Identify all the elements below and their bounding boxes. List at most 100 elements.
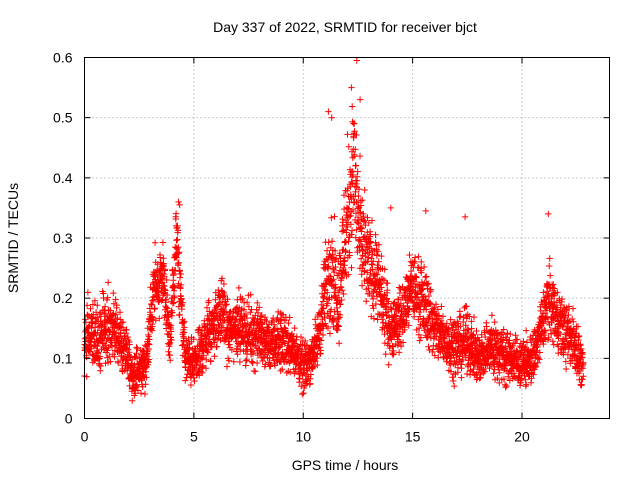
data-point [170, 287, 178, 294]
data-point [315, 330, 323, 337]
data-point [345, 238, 352, 245]
data-point [252, 368, 259, 375]
data-point [129, 397, 136, 404]
data-point [413, 274, 420, 281]
data-point [104, 294, 111, 301]
data-point [499, 342, 506, 350]
data-point [467, 361, 474, 368]
data-point [327, 312, 334, 319]
data-point [532, 364, 539, 371]
data-point [215, 301, 222, 308]
data-point [124, 333, 131, 341]
y-tick-label: 0 [65, 411, 73, 427]
data-point [410, 313, 418, 320]
data-point [244, 320, 251, 328]
data-point [570, 318, 577, 325]
data-point [299, 390, 306, 398]
data-point [350, 120, 357, 127]
data-point [335, 323, 342, 330]
data-point [478, 331, 485, 338]
data-point [104, 347, 111, 354]
data-point [506, 337, 513, 344]
data-point [110, 289, 117, 297]
data-point [297, 333, 305, 341]
data-point [242, 310, 250, 318]
data-point [102, 331, 109, 339]
data-point [309, 364, 317, 371]
data-point [463, 370, 471, 378]
data-point [576, 367, 584, 375]
data-point [481, 368, 488, 375]
data-point [96, 361, 103, 369]
data-point [114, 314, 121, 322]
data-point [423, 273, 430, 280]
data-point [405, 322, 412, 329]
y-tick-label: 0.1 [53, 350, 73, 366]
data-point [411, 254, 419, 261]
data-point [373, 252, 381, 259]
data-point [427, 286, 434, 293]
data-point [228, 346, 236, 354]
data-point [291, 324, 298, 332]
data-point [269, 354, 276, 361]
data-point [271, 362, 279, 369]
x-tick-label: 10 [295, 429, 311, 445]
data-point [580, 359, 587, 366]
data-point [395, 349, 403, 356]
data-point [203, 304, 211, 311]
data-point [236, 358, 244, 366]
data-point [331, 247, 339, 255]
data-point [324, 300, 331, 307]
data-point [186, 344, 193, 351]
data-point [105, 279, 112, 286]
data-point [220, 280, 228, 288]
data-point [576, 332, 583, 340]
data-point [158, 272, 165, 279]
data-point [565, 311, 572, 319]
data-point [447, 316, 454, 323]
data-point [422, 273, 429, 281]
data-point [358, 282, 366, 289]
data-point [325, 239, 332, 246]
data-point [126, 341, 133, 348]
data-point [381, 339, 389, 347]
data-point [486, 365, 493, 372]
data-point [314, 361, 321, 369]
data-point [259, 357, 266, 365]
data-point [301, 337, 309, 345]
data-point [176, 249, 183, 256]
data-point [406, 251, 413, 259]
data-point [399, 339, 407, 346]
data-point [338, 287, 346, 294]
data-point [361, 186, 368, 194]
data-point [557, 301, 564, 309]
data-point [397, 343, 405, 350]
data-point [95, 349, 102, 356]
data-point [511, 374, 519, 381]
data-point [369, 302, 376, 309]
data-point [133, 344, 140, 351]
data-point [523, 327, 530, 334]
data-point [179, 299, 186, 306]
data-point [130, 377, 137, 384]
data-point [391, 311, 398, 319]
data-point [222, 301, 230, 309]
data-point [174, 222, 181, 230]
data-point [340, 290, 347, 298]
data-point [223, 363, 231, 370]
data-point [352, 146, 359, 153]
data-point [463, 303, 470, 310]
data-point [165, 313, 172, 321]
data-point [488, 312, 496, 319]
data-point [85, 323, 92, 330]
data-point [534, 343, 541, 350]
data-point [353, 57, 360, 64]
data-point [319, 293, 327, 301]
data-point [165, 348, 172, 355]
data-point [97, 362, 104, 370]
data-point [160, 262, 167, 270]
data-point [248, 358, 255, 365]
data-point [545, 334, 552, 341]
data-point [158, 297, 165, 304]
